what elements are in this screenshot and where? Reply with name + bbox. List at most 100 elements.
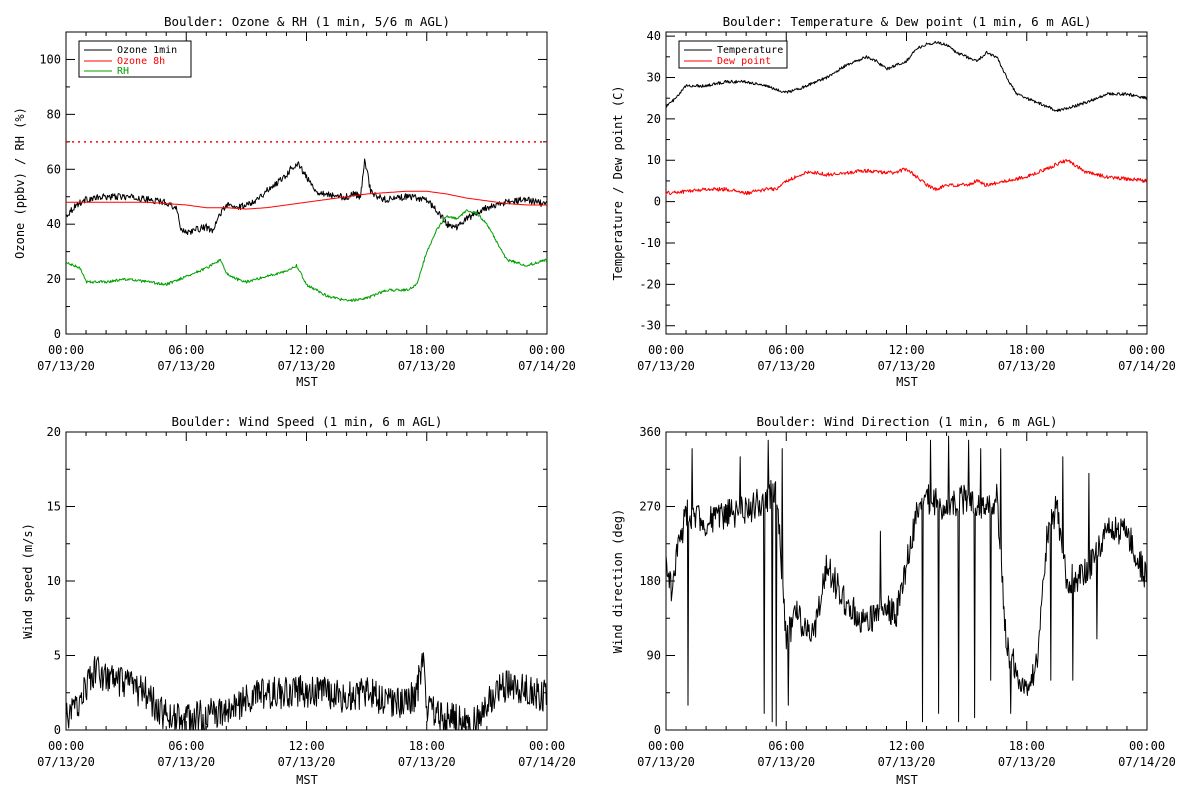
y-axis-label: Wind speed (m/s) [21,523,35,639]
x-tick-label-time: 00:00 [648,343,684,357]
panel-wind-speed: Boulder: Wind Speed (1 min, 6 m AGL) 0 5 1… [21,414,576,787]
y-tick-label: 0 [54,723,61,737]
x-tick-label-date: 07/13/20 [398,755,456,769]
x-tick-label-date: 07/14/20 [518,359,576,373]
y-tick-label: 20 [647,112,661,126]
plot-frame [665,31,1148,335]
y-tick-label: 40 [647,29,661,43]
x-tick-label-time: 12:00 [288,343,324,357]
series-line-ozone-1min [66,158,548,236]
x-tick-label-date: 07/13/20 [637,359,695,373]
y-tick-label: 0 [654,195,661,209]
x-tick-label-time: 18:00 [409,343,445,357]
x-tick-label-time: 18:00 [409,739,445,753]
y-tick-label: 100 [39,52,61,66]
chart-title: Boulder: Wind Direction (1 min, 6 m AGL) [756,414,1057,429]
x-tick-label-date: 07/13/20 [878,755,936,769]
x-tick-label-time: 06:00 [768,739,804,753]
y-tick-label: -30 [639,319,661,333]
series-group [665,40,1148,196]
y-tick-label: 40 [47,217,61,231]
legend-label-ozone-1min: Ozone 1min [117,45,177,56]
y-tick-label: -20 [639,277,661,291]
x-axis-label: MST [896,375,918,389]
chart-title: Boulder: Wind Speed (1 min, 6 m AGL) [172,414,443,429]
y-tick-label: 360 [639,425,661,439]
series-line-ozone-8h [66,190,547,210]
y-tick-label: 90 [647,649,661,663]
chart-title: Boulder: Ozone & RH (1 min, 5/6 m AGL) [164,14,450,29]
panel-wind-direction: Boulder: Wind Direction (1 min, 6 m AGL)… [611,414,1176,787]
x-tick-label-time: 06:00 [168,739,204,753]
x-tick-label-time: 00:00 [529,343,565,357]
y-tick-label: 20 [47,425,61,439]
x-axis-label: MST [296,773,318,787]
x-tick-label-date: 07/14/20 [1118,755,1176,769]
plot-frame [65,431,548,731]
series-group [65,158,548,302]
y-tick-label: 60 [47,162,61,176]
x-tick-label-time: 00:00 [648,739,684,753]
y-tick-label: 80 [47,107,61,121]
x-tick-label-time: 18:00 [1009,343,1045,357]
y-axis-label: Temperature / Dew point (C) [611,85,625,280]
x-tick-label-date: 07/13/20 [157,755,215,769]
x-tick-label-date: 07/13/20 [757,359,815,373]
y-tick-label: 15 [47,500,61,514]
x-tick-label-date: 07/13/20 [757,755,815,769]
x-tick-label-date: 07/14/20 [1118,359,1176,373]
x-tick-label-date: 07/13/20 [998,755,1056,769]
chart-title: Boulder: Temperature & Dew point (1 min,… [723,14,1092,29]
y-axis-label: Wind direction (deg) [611,509,625,654]
legend-label-ozone-8h: Ozone 8h [117,56,165,67]
y-tick-label: 30 [647,71,661,85]
legend-label-rh: RH [117,66,129,77]
axis-ticks: -30 -20 -10 0 10 20 30 40 00:00 07/13/20 06:00 07/1… [637,29,1176,373]
x-tick-label-date: 07/13/20 [878,359,936,373]
y-axis-label: Ozone (ppbv) / RH (%) [13,107,27,259]
series-line-dew-point [665,159,1148,196]
legend-box [678,40,788,69]
panel-ozone-rh: Boulder: Ozone & RH (1 min, 5/6 m AGL) 0… [13,14,576,389]
series-group [665,435,1148,727]
x-tick-label-time: 06:00 [768,343,804,357]
x-tick-label-date: 07/13/20 [278,755,336,769]
axis-ticks: 0 90 180 270 360 00:00 07/13/20 06:00 07/13/20 12… [637,425,1176,769]
series-line-rh [65,209,548,302]
legend: Temperature Dew point [678,40,788,69]
x-tick-label-date: 07/13/20 [157,359,215,373]
x-tick-label-date: 07/13/20 [998,359,1056,373]
x-tick-label-time: 00:00 [1129,739,1165,753]
series-line-series-0 [665,435,1148,727]
legend-label-temperature: Temperature [717,45,783,56]
legend: Ozone 1min Ozone 8h RH [78,40,192,78]
x-tick-label-time: 12:00 [888,343,924,357]
panel-temperature-dewpoint: Boulder: Temperature & Dew point (1 min,… [611,14,1176,389]
x-tick-label-date: 07/13/20 [637,755,695,769]
x-tick-label-time: 06:00 [168,343,204,357]
x-tick-label-time: 00:00 [1129,343,1165,357]
axis-ticks: 0 20 40 60 80 100 00:00 07/13/20 06:00 07/13/20 12… [37,32,576,373]
y-tick-label: 10 [47,574,61,588]
series-group [65,652,548,731]
x-tick-label-time: 00:00 [48,343,84,357]
x-tick-label-time: 00:00 [529,739,565,753]
x-tick-label-date: 07/13/20 [37,359,95,373]
y-tick-label: -10 [639,236,661,250]
y-tick-label: 20 [47,272,61,286]
x-axis-label: MST [896,773,918,787]
series-line-temperature [665,40,1147,112]
y-tick-label: 0 [54,327,61,341]
x-tick-label-time: 12:00 [288,739,324,753]
x-tick-label-date: 07/13/20 [37,755,95,769]
y-tick-label: 10 [647,153,661,167]
x-tick-label-time: 18:00 [1009,739,1045,753]
x-tick-label-date: 07/13/20 [278,359,336,373]
x-tick-label-time: 00:00 [48,739,84,753]
x-tick-label-date: 07/13/20 [398,359,456,373]
x-tick-label-date: 07/14/20 [518,755,576,769]
axis-ticks: 0 5 10 15 20 00:00 07/13/20 06:00 07/13/20 12:00 0… [37,425,576,769]
y-tick-label: 5 [54,649,61,663]
legend-label-dew-point: Dew point [717,56,771,67]
